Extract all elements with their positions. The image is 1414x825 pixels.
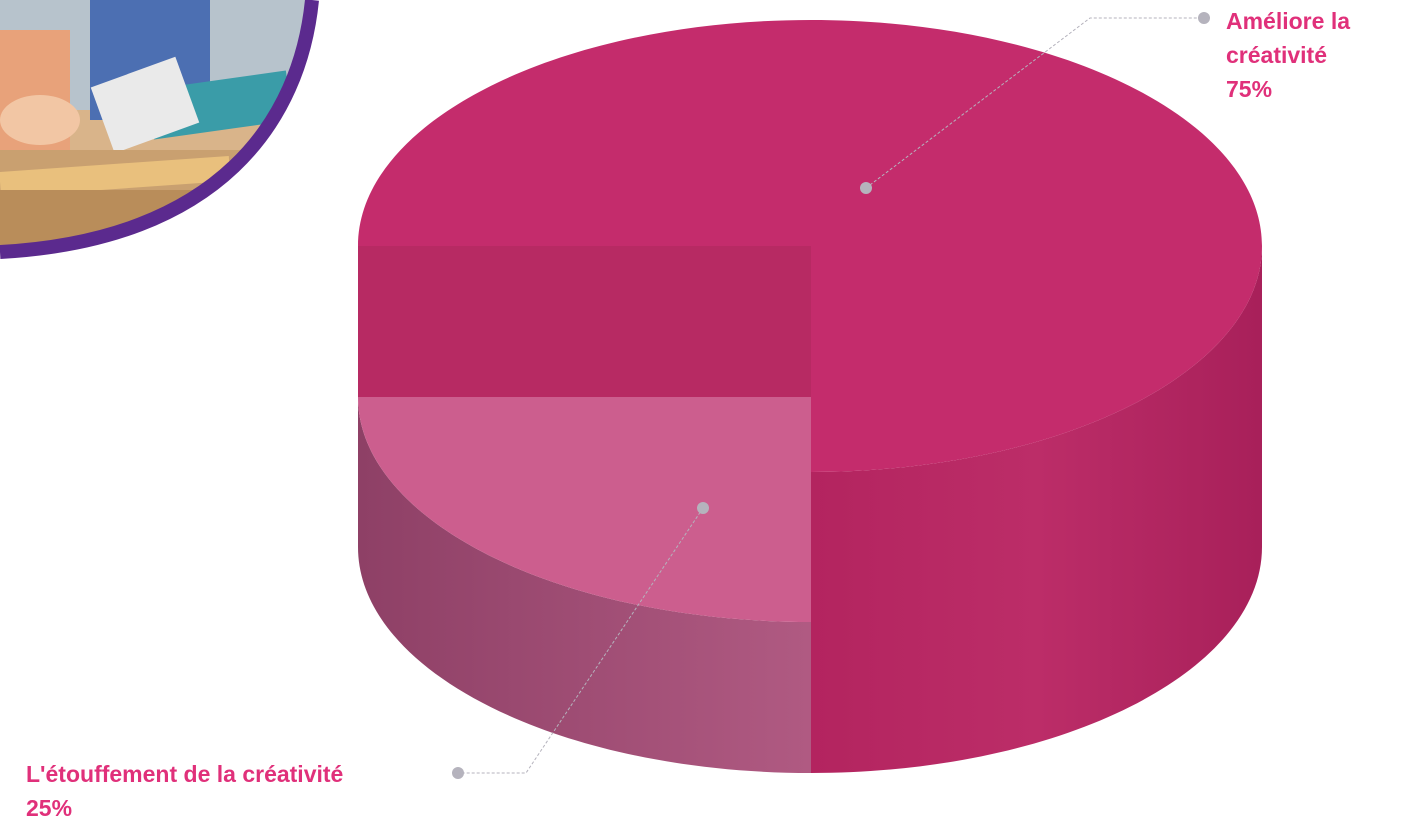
slice-label-line: Améliore la (1226, 8, 1350, 34)
leader-dot-etouffement-label (452, 767, 464, 779)
slice-label-etouffement: L'étouffement de la créativité 25% (26, 757, 446, 825)
slice-top-ameliore (358, 20, 1262, 472)
slice-cut-ameliore (358, 246, 811, 397)
leader-dot-etouffement-slice (697, 502, 709, 514)
slice-label-line: L'étouffement de la créativité (26, 761, 344, 787)
slice-value: 25% (26, 795, 73, 821)
slice-label-line: créativité (1226, 42, 1328, 68)
leader-line-ameliore (865, 17, 1204, 189)
leader-dot-ameliore-label (1198, 12, 1210, 24)
slice-top-etouffement (358, 397, 811, 622)
slice-value: 75% (1226, 76, 1273, 102)
leader-dot-ameliore-slice (860, 182, 872, 194)
slice-label-ameliore: Améliore la créativité 75% (1226, 4, 1406, 106)
slice-side-ameliore (811, 246, 1262, 773)
classroom-photo (0, 0, 319, 259)
slice-side-etouffement (358, 397, 811, 773)
leader-line-etouffement (458, 507, 704, 774)
